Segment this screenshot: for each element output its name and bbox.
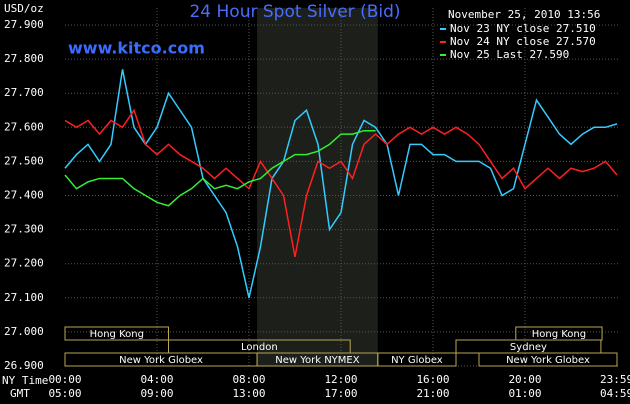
x-row-label: GMT bbox=[10, 387, 30, 400]
timestamp: November 25, 2010 13:56 bbox=[448, 8, 600, 21]
legend-label: Nov 25 Last 27.590 bbox=[450, 48, 569, 61]
session-label: New York Globex bbox=[506, 355, 590, 366]
x-tick-label: 23:59 bbox=[600, 373, 630, 386]
legend-label: Nov 24 NY close 27.570 bbox=[450, 35, 596, 48]
y-tick-label: 27.300 bbox=[4, 223, 44, 236]
y-tick-label: 26.900 bbox=[4, 359, 44, 372]
x-tick-label: 12:00 bbox=[324, 373, 357, 386]
y-tick-label: 27.800 bbox=[4, 52, 44, 65]
y-tick-label: 27.600 bbox=[4, 120, 44, 133]
y-unit: USD/oz bbox=[4, 2, 44, 15]
y-tick-label: 27.700 bbox=[4, 86, 44, 99]
session-label: New York Globex bbox=[119, 355, 203, 366]
legend-label: Nov 23 NY close 27.510 bbox=[450, 22, 596, 35]
x-tick-label: 08:00 bbox=[232, 373, 265, 386]
series-line bbox=[64, 108, 618, 258]
session-label: Hong Kong bbox=[90, 329, 144, 340]
y-tick-label: 27.200 bbox=[4, 257, 44, 270]
session-label: Hong Kong bbox=[532, 329, 586, 340]
session-label: Sydney bbox=[510, 342, 547, 353]
x-tick-label-gmt: 05:00 bbox=[48, 387, 81, 400]
y-tick-label: 27.400 bbox=[4, 189, 44, 202]
session-label: London bbox=[241, 342, 278, 353]
y-tick-label: 27.900 bbox=[4, 18, 44, 31]
y-tick-label: 27.100 bbox=[4, 291, 44, 304]
session-box bbox=[377, 352, 457, 367]
x-tick-label-gmt: 17:00 bbox=[324, 387, 357, 400]
session-box bbox=[64, 326, 169, 341]
y-tick-label: 27.500 bbox=[4, 154, 44, 167]
session-box bbox=[478, 352, 618, 367]
x-tick-label-gmt: 09:00 bbox=[140, 387, 173, 400]
x-tick-label: 04:00 bbox=[140, 373, 173, 386]
y-tick-label: 27.000 bbox=[4, 325, 44, 338]
x-tick-label: 20:00 bbox=[508, 373, 541, 386]
x-tick-label-gmt: 04:59 bbox=[600, 387, 630, 400]
session-shade bbox=[257, 8, 378, 366]
x-tick-label: 00:00 bbox=[48, 373, 81, 386]
x-tick-label-gmt: 21:00 bbox=[416, 387, 449, 400]
x-tick-label-gmt: 01:00 bbox=[508, 387, 541, 400]
x-tick-label: 16:00 bbox=[416, 373, 449, 386]
watermark: www.kitco.com bbox=[68, 39, 205, 58]
x-row-label: NY Time bbox=[2, 374, 48, 387]
chart-title: 24 Hour Spot Silver (Bid) bbox=[189, 2, 400, 22]
series-line bbox=[64, 129, 376, 207]
session-label: New York NYMEX bbox=[275, 355, 360, 366]
x-tick-label-gmt: 13:00 bbox=[232, 387, 265, 400]
session-label: NY Globex bbox=[391, 355, 443, 366]
series-line bbox=[64, 69, 618, 298]
